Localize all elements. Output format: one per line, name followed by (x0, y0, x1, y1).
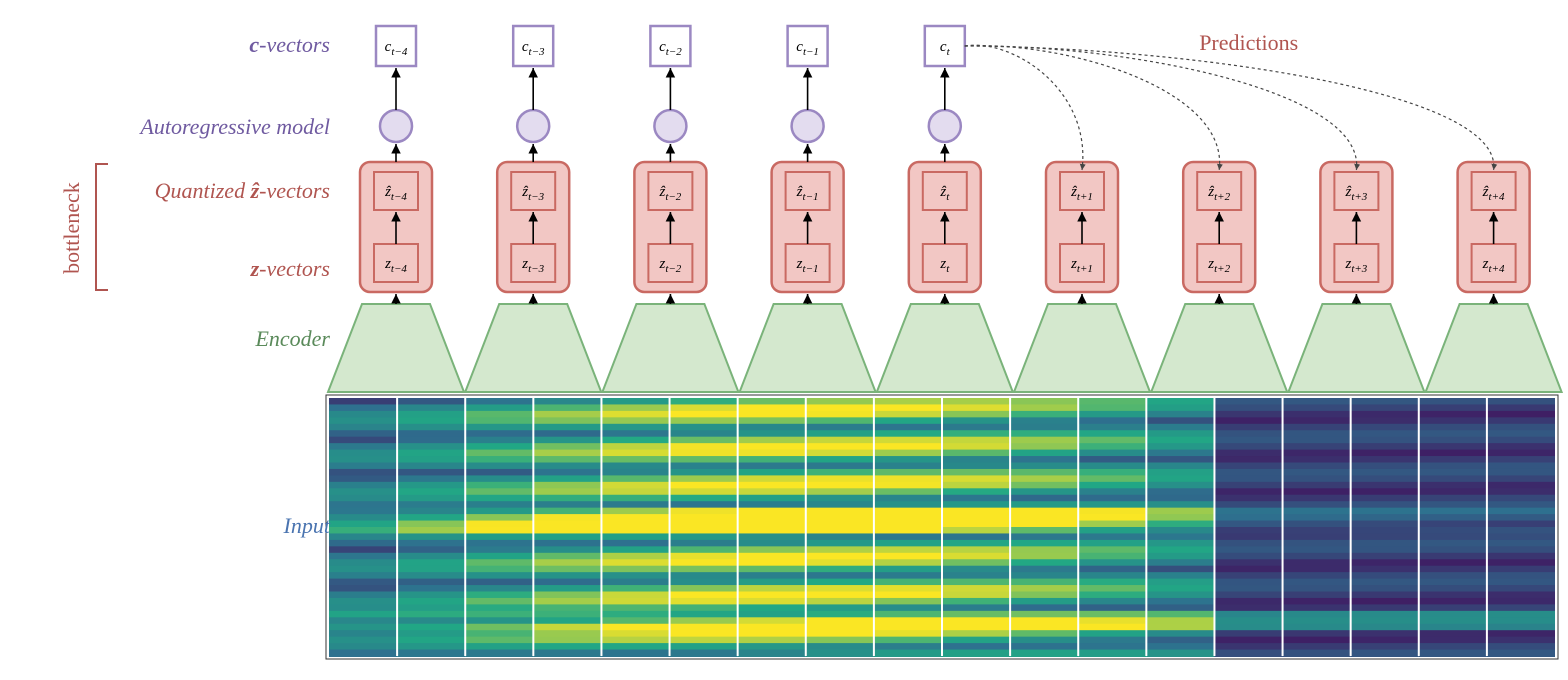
label-c-vectors: c-vectors (249, 32, 330, 58)
architecture-diagram: ẑt−4zt−4ẑt−3zt−3ẑt−2zt−2ẑt−1zt−1ẑtztẑt+1… (0, 0, 1568, 680)
label-zhat: Quantized ẑ-vectors (155, 178, 330, 204)
label-encoder: Encoder (255, 326, 330, 352)
label-bottleneck: bottleneck (59, 182, 85, 274)
diagram-svg: ẑt−4zt−4ẑt−3zt−3ẑt−2zt−2ẑt−1zt−1ẑtztẑt+1… (0, 0, 1568, 680)
label-z: z-vectors (251, 256, 330, 282)
label-autoregressive: Autoregressive model (140, 114, 330, 140)
label-predictions: Predictions (1199, 30, 1298, 56)
label-input: Input (284, 513, 330, 539)
